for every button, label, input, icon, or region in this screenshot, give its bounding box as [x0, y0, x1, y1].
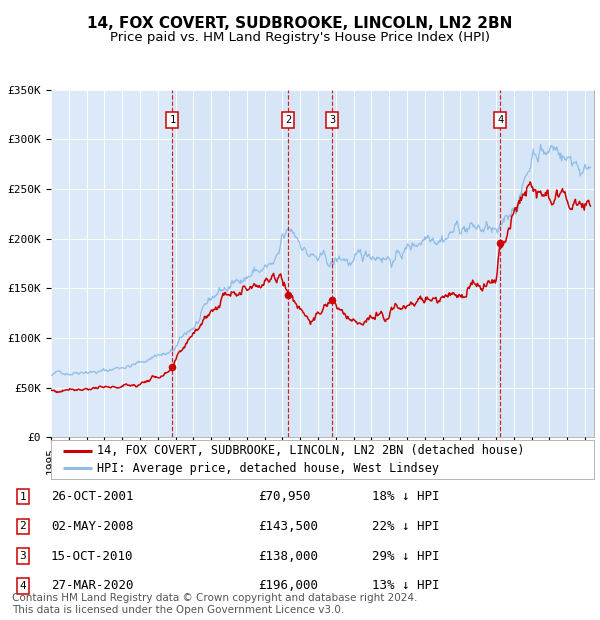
Text: £143,500: £143,500: [258, 520, 318, 533]
Text: 3: 3: [19, 551, 26, 561]
Text: £196,000: £196,000: [258, 580, 318, 592]
Text: 1: 1: [19, 492, 26, 502]
Bar: [172, 90, 594, 437]
Text: 2: 2: [285, 115, 292, 125]
Text: 18% ↓ HPI: 18% ↓ HPI: [372, 490, 439, 503]
Text: 2: 2: [19, 521, 26, 531]
Text: 13% ↓ HPI: 13% ↓ HPI: [372, 580, 439, 592]
Text: £70,950: £70,950: [258, 490, 311, 503]
Text: Contains HM Land Registry data © Crown copyright and database right 2024.
This d: Contains HM Land Registry data © Crown c…: [12, 593, 418, 615]
Text: 3: 3: [329, 115, 335, 125]
Text: 4: 4: [497, 115, 503, 125]
Text: 14, FOX COVERT, SUDBROOKE, LINCOLN, LN2 2BN (detached house): 14, FOX COVERT, SUDBROOKE, LINCOLN, LN2 …: [97, 444, 524, 457]
Text: 29% ↓ HPI: 29% ↓ HPI: [372, 550, 439, 562]
Text: £138,000: £138,000: [258, 550, 318, 562]
Text: 4: 4: [19, 581, 26, 591]
Text: 14, FOX COVERT, SUDBROOKE, LINCOLN, LN2 2BN: 14, FOX COVERT, SUDBROOKE, LINCOLN, LN2 …: [88, 16, 512, 30]
Text: Price paid vs. HM Land Registry's House Price Index (HPI): Price paid vs. HM Land Registry's House …: [110, 31, 490, 44]
Text: 02-MAY-2008: 02-MAY-2008: [51, 520, 133, 533]
Text: 22% ↓ HPI: 22% ↓ HPI: [372, 520, 439, 533]
Text: HPI: Average price, detached house, West Lindsey: HPI: Average price, detached house, West…: [97, 462, 439, 475]
Text: 26-OCT-2001: 26-OCT-2001: [51, 490, 133, 503]
Text: 27-MAR-2020: 27-MAR-2020: [51, 580, 133, 592]
Text: 15-OCT-2010: 15-OCT-2010: [51, 550, 133, 562]
Text: 1: 1: [169, 115, 176, 125]
